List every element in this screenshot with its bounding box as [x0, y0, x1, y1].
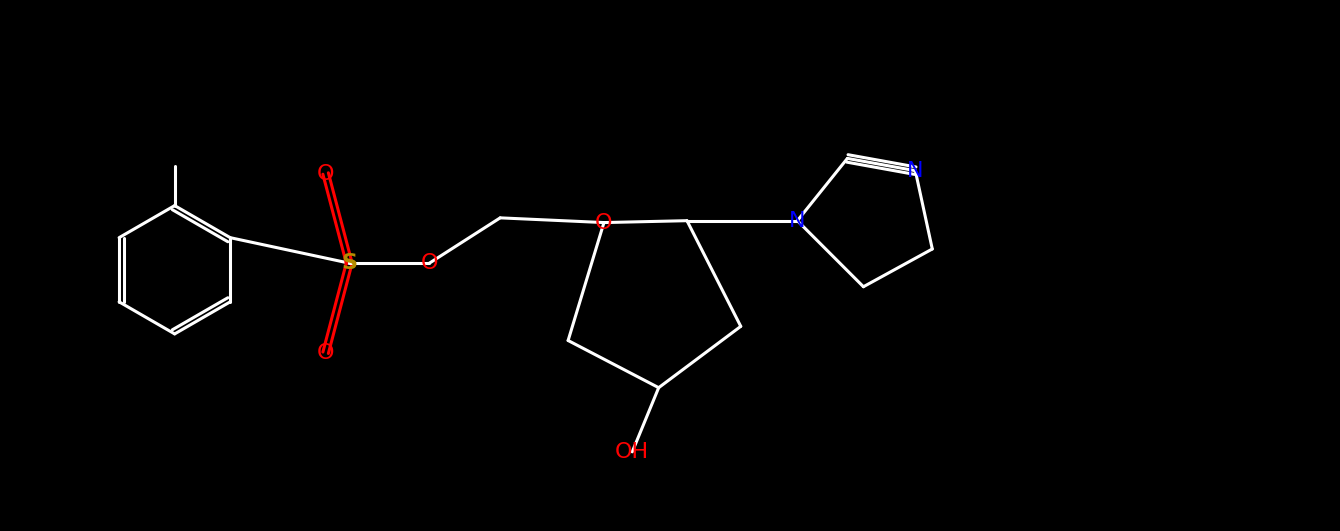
Text: O: O	[316, 343, 335, 363]
Text: O: O	[316, 164, 335, 184]
Text: S: S	[342, 253, 358, 273]
Text: O: O	[595, 212, 612, 233]
Text: N: N	[789, 211, 805, 230]
Text: O: O	[421, 253, 438, 273]
Text: N: N	[907, 161, 923, 181]
Text: OH: OH	[615, 442, 650, 462]
